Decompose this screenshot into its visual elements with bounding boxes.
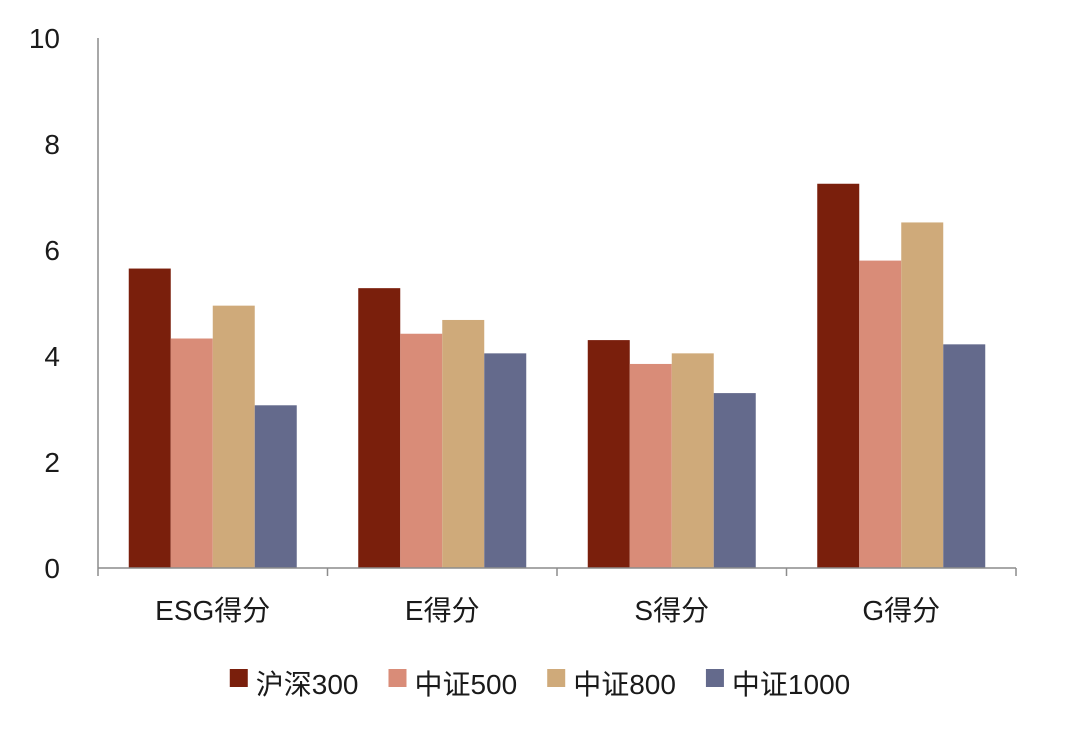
legend-swatch bbox=[229, 669, 248, 687]
bar-2-series-1 bbox=[358, 288, 401, 568]
legend-label: 中证800 bbox=[573, 669, 676, 700]
legend: 沪深300 中证500 中证800 中证1000 bbox=[229, 669, 850, 700]
x-category-label: ESG得分 bbox=[155, 595, 270, 626]
legend-swatch bbox=[705, 669, 724, 687]
bar-4-series-3 bbox=[901, 222, 944, 568]
legend-swatch bbox=[547, 669, 566, 687]
legend-item: 中证800 bbox=[547, 669, 676, 700]
bar-1-series-3 bbox=[212, 305, 255, 568]
x-category-label: E得分 bbox=[405, 595, 480, 626]
bar-2-series-4 bbox=[484, 353, 527, 568]
legend-item: 中证1000 bbox=[705, 669, 850, 700]
bar-3-series-2 bbox=[629, 363, 672, 568]
bar-4-series-1 bbox=[817, 183, 860, 568]
y-tick-label: 6 bbox=[44, 235, 60, 266]
labels-layer: 0 2 4 6 8 10 ESG得分 E得分 S得分 G得分 bbox=[29, 23, 940, 626]
legend-swatch bbox=[388, 669, 407, 687]
bar-1-series-1 bbox=[128, 268, 171, 568]
y-tick-label: 10 bbox=[29, 23, 60, 54]
bar-4-series-2 bbox=[859, 260, 902, 568]
bar-3-series-3 bbox=[671, 353, 714, 568]
y-tick-label: 2 bbox=[44, 447, 60, 478]
bars-layer bbox=[128, 183, 986, 568]
legend-label: 中证1000 bbox=[732, 669, 850, 700]
y-tick-label: 8 bbox=[44, 129, 60, 160]
axes-layer bbox=[97, 38, 1017, 576]
bar-2-series-2 bbox=[400, 333, 443, 568]
legend-item: 中证500 bbox=[388, 669, 517, 700]
bar-2-series-3 bbox=[442, 319, 485, 568]
x-category-label: G得分 bbox=[862, 595, 940, 626]
bar-4-series-4 bbox=[943, 344, 986, 568]
bar-3-series-1 bbox=[587, 340, 630, 568]
y-tick-label: 0 bbox=[44, 553, 60, 584]
legend-label: 沪深300 bbox=[256, 669, 359, 700]
bar-3-series-4 bbox=[713, 393, 756, 568]
legend-item: 沪深300 bbox=[229, 669, 359, 700]
bar-1-series-4 bbox=[254, 405, 297, 568]
legend-label: 中证500 bbox=[414, 669, 517, 700]
y-tick-label: 4 bbox=[44, 341, 60, 372]
x-category-label: S得分 bbox=[634, 595, 709, 626]
bar-1-series-2 bbox=[170, 338, 213, 568]
